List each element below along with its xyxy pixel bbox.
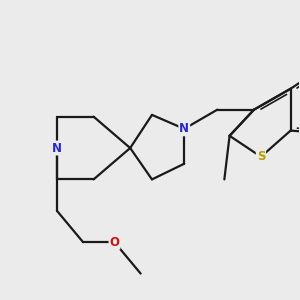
Text: O: O bbox=[110, 236, 119, 249]
Text: N: N bbox=[179, 122, 189, 135]
Text: N: N bbox=[52, 142, 62, 154]
Text: S: S bbox=[257, 150, 265, 163]
